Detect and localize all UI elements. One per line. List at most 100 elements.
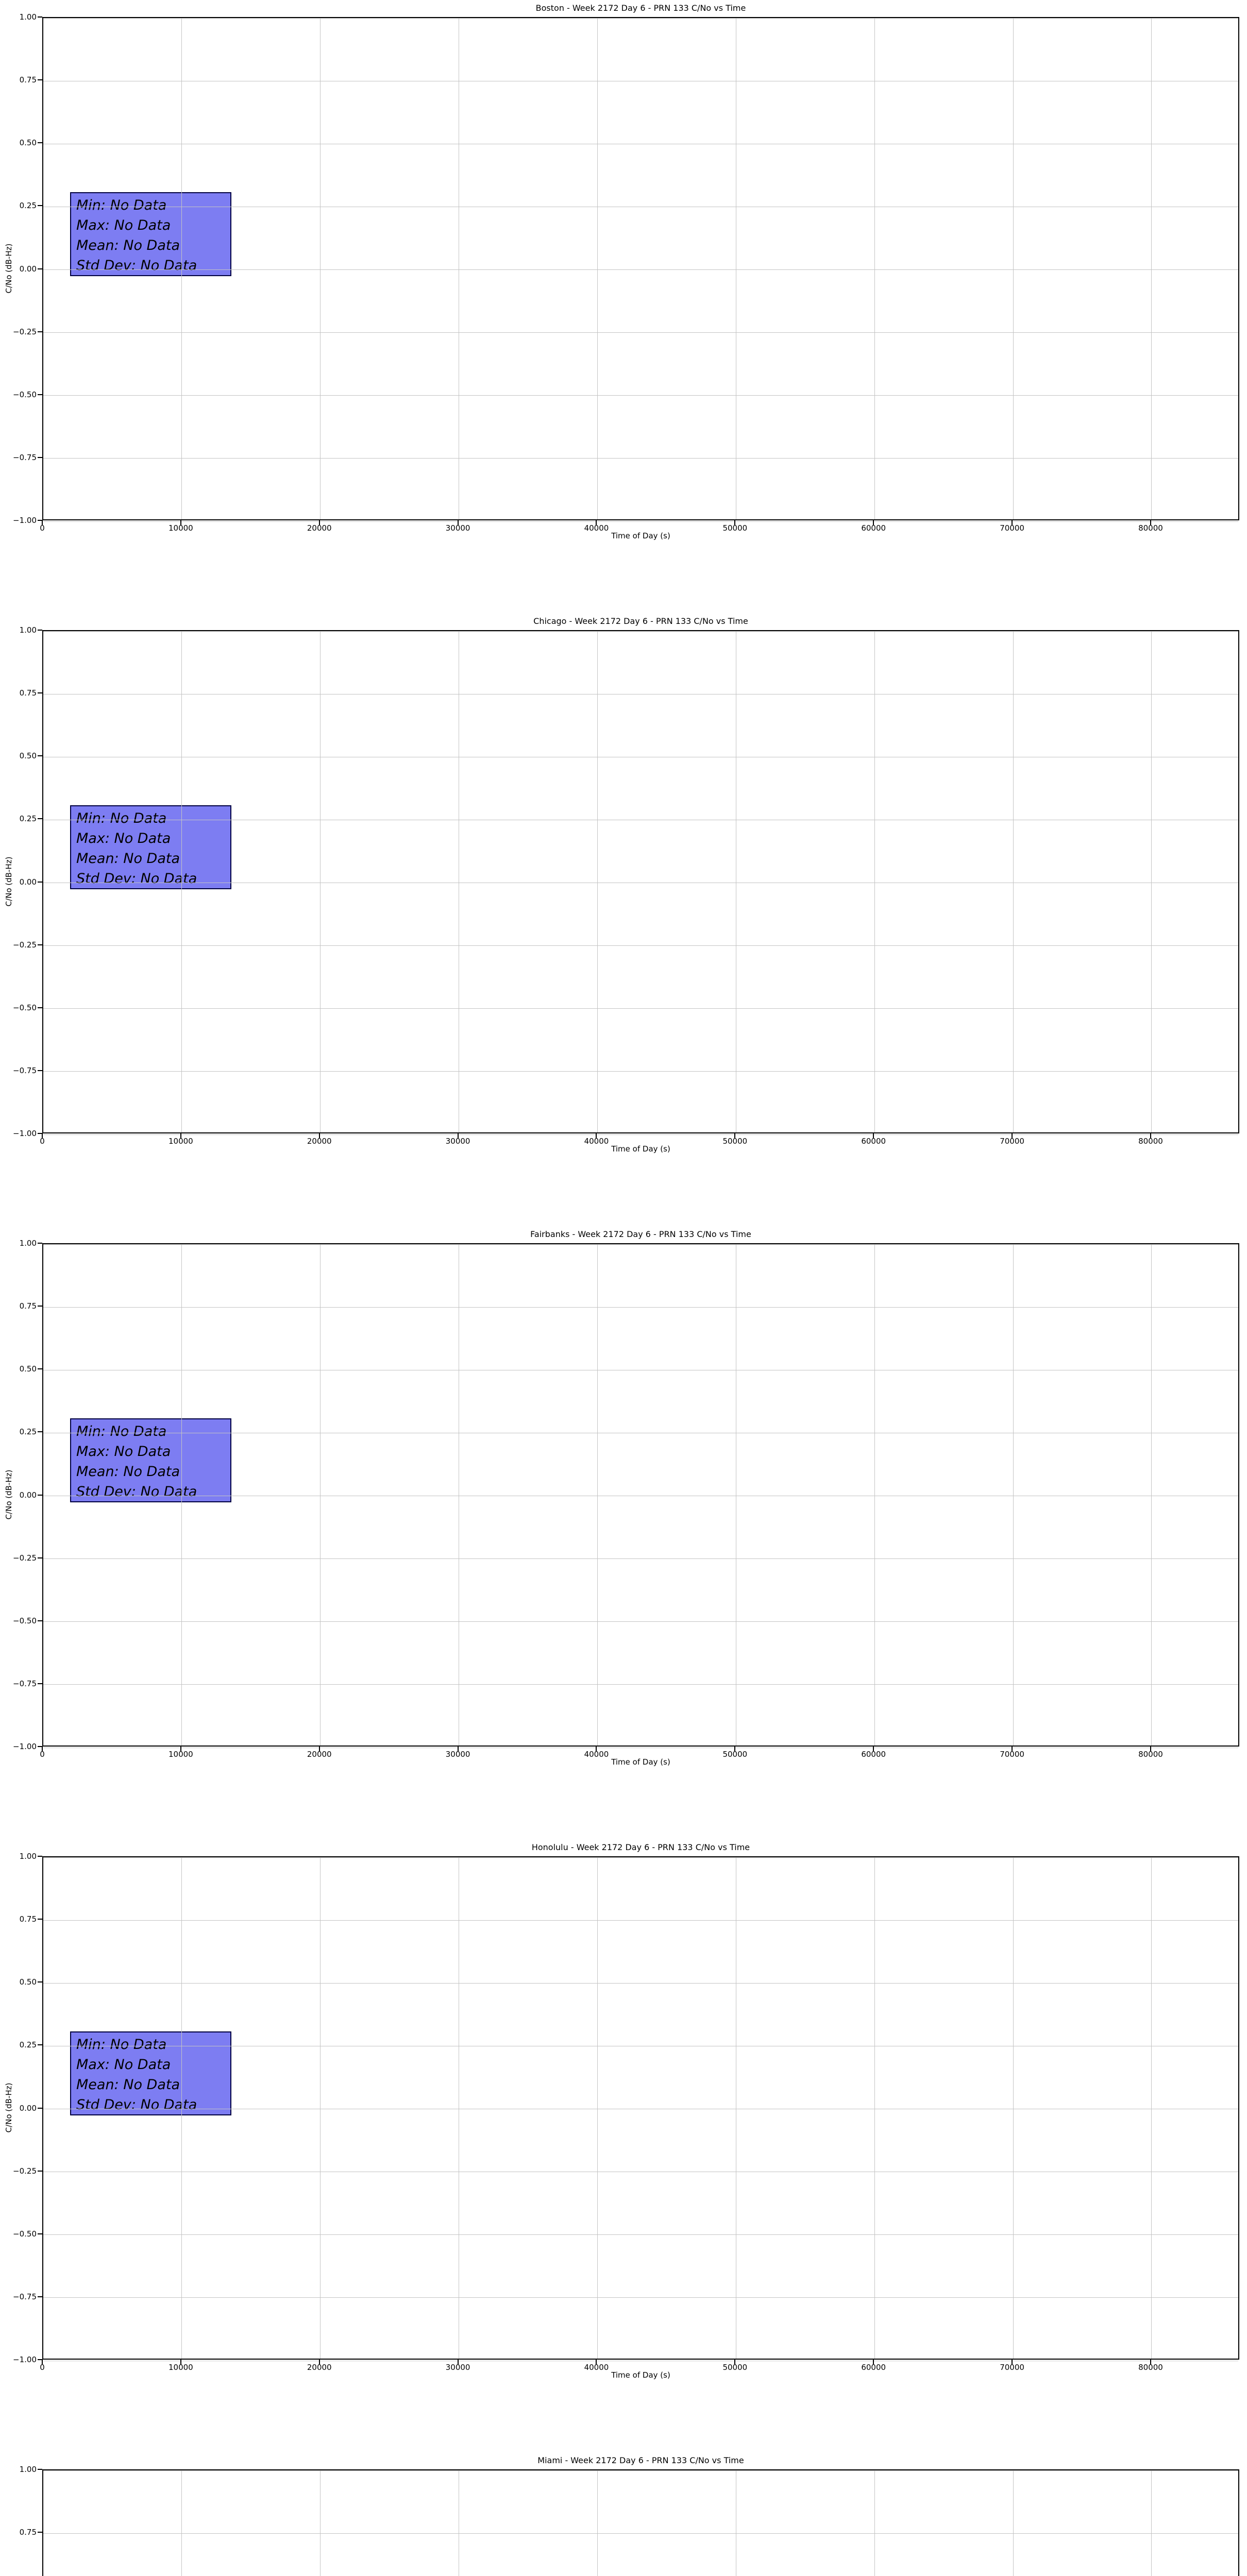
y-tick-label: −1.00	[13, 516, 37, 525]
y-tick-mark	[38, 2469, 42, 2470]
y-gridline	[43, 332, 1238, 333]
x-tick-label: 40000	[584, 523, 609, 533]
y-tick-label: 0.75	[19, 2528, 37, 2537]
x-tick-mark	[1150, 2360, 1151, 2364]
x-gridline	[1013, 18, 1014, 519]
y-tick-mark	[38, 520, 42, 521]
y-tick-label: 0.75	[19, 75, 37, 85]
x-tick-mark	[318, 520, 320, 525]
x-tick-label: 20000	[307, 2363, 332, 2372]
stats-annotation-box: Min: No Data Max: No Data Mean: No Data …	[70, 1418, 231, 1502]
y-gridline	[43, 1244, 1238, 1245]
y-gridline	[43, 1857, 1238, 1858]
chart-section: Honolulu - Week 2172 Day 6 - PRN 133 C/N…	[0, 1839, 1247, 2452]
y-gridline	[43, 1684, 1238, 1685]
x-tick-label: 30000	[445, 1750, 470, 1759]
x-tick-mark	[734, 2360, 736, 2364]
y-tick-label: 1.00	[19, 1239, 37, 1248]
x-gridline	[874, 2470, 875, 2576]
x-tick-mark	[1012, 1133, 1013, 1138]
x-tick-label: 40000	[584, 1750, 609, 1759]
y-tick-mark	[38, 205, 42, 207]
stat-min-line: Min: No Data	[76, 197, 167, 213]
y-tick-label: −0.50	[13, 1003, 37, 1012]
y-tick-mark	[38, 1856, 42, 1857]
x-gridline	[181, 1857, 182, 2359]
y-gridline	[43, 945, 1238, 946]
x-gridline	[320, 631, 321, 1132]
x-tick-mark	[1012, 1747, 1013, 1751]
y-tick-mark	[38, 2170, 42, 2172]
stat-mean-line: Mean: No Data	[76, 2077, 180, 2093]
chart-section: Boston - Week 2172 Day 6 - PRN 133 C/No …	[0, 0, 1247, 613]
x-tick-label: 0	[40, 1750, 45, 1759]
plot-area: Min: No Data Max: No Data Mean: No Data …	[42, 17, 1239, 522]
y-gridline	[43, 18, 1238, 19]
x-tick-mark	[734, 1133, 736, 1138]
x-gridline	[320, 1857, 321, 2359]
stat-mean-line: Mean: No Data	[76, 238, 180, 253]
y-gridline	[43, 458, 1238, 459]
y-tick-label: 1.00	[19, 625, 37, 635]
y-tick-mark	[38, 2233, 42, 2234]
x-tick-mark	[734, 520, 736, 525]
stat-mean-line: Mean: No Data	[76, 1464, 180, 1480]
stat-min-line: Min: No Data	[76, 2037, 167, 2053]
x-tick-mark	[318, 2360, 320, 2364]
y-tick-mark	[38, 2044, 42, 2046]
y-tick-label: −0.25	[13, 2166, 37, 2176]
stat-stddev-line: Std Dev: No Data	[76, 871, 197, 887]
y-tick-mark	[38, 755, 42, 757]
y-tick-mark	[38, 1981, 42, 1983]
x-gridline	[320, 18, 321, 519]
x-tick-mark	[873, 520, 874, 525]
y-tick-mark	[38, 1431, 42, 1433]
x-tick-mark	[873, 2360, 874, 2364]
y-tick-mark	[38, 944, 42, 945]
y-tick-label: 0.25	[19, 1427, 37, 1437]
x-gridline	[597, 1244, 598, 1745]
y-gridline	[43, 2297, 1238, 2298]
plot-area: Min: No Data Max: No Data Mean: No Data …	[42, 630, 1239, 1135]
y-tick-mark	[38, 1368, 42, 1370]
y-tick-label: −0.75	[13, 2292, 37, 2301]
x-gridline	[320, 2470, 321, 2576]
x-axis-label: Time of Day (s)	[611, 1757, 670, 1767]
y-tick-label: −0.25	[13, 1553, 37, 1563]
x-tick-mark	[596, 2360, 597, 2364]
y-tick-mark	[38, 79, 42, 81]
stat-max-line: Max: No Data	[76, 831, 171, 846]
y-tick-mark	[38, 881, 42, 883]
x-tick-mark	[596, 1133, 597, 1138]
x-tick-label: 60000	[861, 523, 886, 533]
x-tick-label: 70000	[1000, 1750, 1024, 1759]
y-tick-label: 0.00	[19, 1490, 37, 1500]
y-tick-mark	[38, 1070, 42, 1071]
y-tick-label: 0.75	[19, 1914, 37, 1924]
x-gridline	[1151, 1857, 1152, 2359]
x-tick-label: 30000	[445, 523, 470, 533]
y-tick-label: 1.00	[19, 2465, 37, 2474]
y-tick-mark	[38, 1007, 42, 1008]
x-tick-label: 80000	[1138, 1750, 1163, 1759]
y-tick-mark	[38, 818, 42, 820]
y-gridline	[43, 521, 1238, 522]
y-tick-mark	[38, 1494, 42, 1496]
x-axis-label: Time of Day (s)	[611, 531, 670, 540]
y-gridline	[43, 1982, 1238, 1984]
x-tick-label: 80000	[1138, 523, 1163, 533]
y-tick-mark	[38, 16, 42, 18]
y-tick-label: 0.25	[19, 2040, 37, 2050]
x-gridline	[1151, 1244, 1152, 1745]
stat-max-line: Max: No Data	[76, 2057, 171, 2073]
x-gridline	[181, 1244, 182, 1745]
x-gridline	[597, 18, 598, 519]
x-tick-mark	[42, 2360, 43, 2364]
y-tick-label: −0.50	[13, 1616, 37, 1625]
y-tick-label: −0.50	[13, 2229, 37, 2239]
x-gridline	[874, 1244, 875, 1745]
y-gridline	[43, 2234, 1238, 2235]
x-gridline	[320, 1244, 321, 1745]
x-tick-mark	[180, 520, 181, 525]
